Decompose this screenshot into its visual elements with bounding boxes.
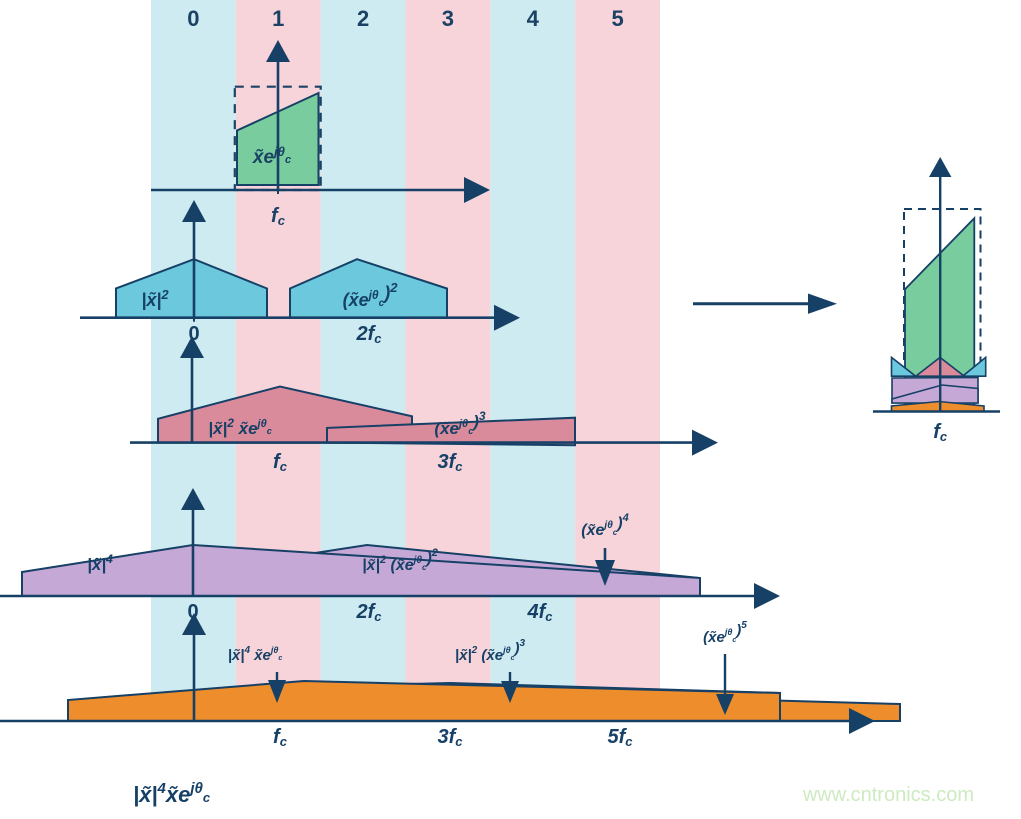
svg-text:(x̃ejθc)5: (x̃ejθc)5 xyxy=(703,620,747,646)
svg-text:www.cntronics.com: www.cntronics.com xyxy=(802,784,974,806)
svg-text:4: 4 xyxy=(527,6,540,31)
svg-text:0: 0 xyxy=(187,6,199,31)
svg-text:2: 2 xyxy=(357,6,369,31)
svg-text:fc: fc xyxy=(273,726,288,749)
svg-text:3fc: 3fc xyxy=(437,726,463,749)
svg-text:fc: fc xyxy=(933,421,948,444)
svg-text:|x̃|4x̃ejθc: |x̃|4x̃ejθc xyxy=(133,780,211,807)
svg-text:3: 3 xyxy=(442,6,454,31)
svg-text:1: 1 xyxy=(272,6,284,31)
svg-text:5: 5 xyxy=(611,6,623,31)
svg-text:5fc: 5fc xyxy=(607,726,633,749)
